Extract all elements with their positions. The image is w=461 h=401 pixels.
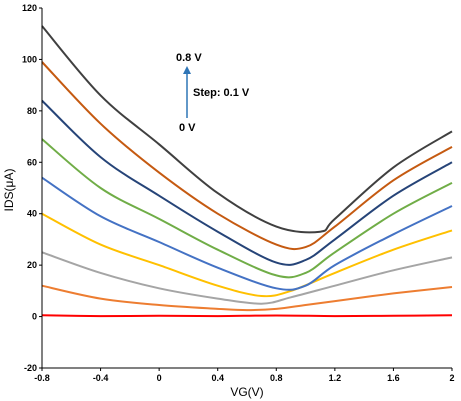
series-line-1 [41,284,453,312]
y-tick-label: 60 [27,157,37,167]
annotation-middle: Step: 0.1 V [193,87,250,99]
series-line-5 [41,138,453,279]
annotation-top: 0.8 V [176,52,202,64]
series-line-4 [41,176,453,291]
x-axis-ticks: -0.8 -0.4 0 0.4 0.8 1.2 1.6 2 [34,368,455,383]
x-tick-label: 2 [449,373,454,383]
y-tick-label: 100 [22,54,37,64]
y-tick-label: 40 [27,209,37,219]
x-tick-label: 0.8 [270,373,283,383]
y-axis-ticks: -20 0 20 40 60 80 100 120 [22,3,42,373]
y-tick-label: 0 [32,312,37,322]
annotation-bottom: 0 V [179,122,196,134]
x-tick-label: 1.6 [387,373,400,383]
x-tick-label: 0 [157,373,162,383]
series-line-8 [41,25,453,234]
series-line-6 [41,99,453,266]
y-tick-label: -20 [24,363,37,373]
series-line-3 [41,212,453,298]
x-tick-label: 0.4 [211,373,224,383]
x-tick-label: -0.8 [34,373,50,383]
x-axis-label: VG(V) [230,385,263,399]
series-line-2 [41,251,453,305]
x-tick-label: -0.4 [93,373,109,383]
annotation-arrow-head [183,66,191,74]
y-tick-label: 120 [22,3,37,13]
x-tick-label: 1.2 [329,373,342,383]
y-tick-label: 80 [27,106,37,116]
series-line-0 [41,314,453,318]
series-line-7 [41,61,453,251]
y-tick-label: 20 [27,260,37,270]
y-axis-label: IDS(μA) [2,169,16,212]
series-layer [41,25,453,318]
